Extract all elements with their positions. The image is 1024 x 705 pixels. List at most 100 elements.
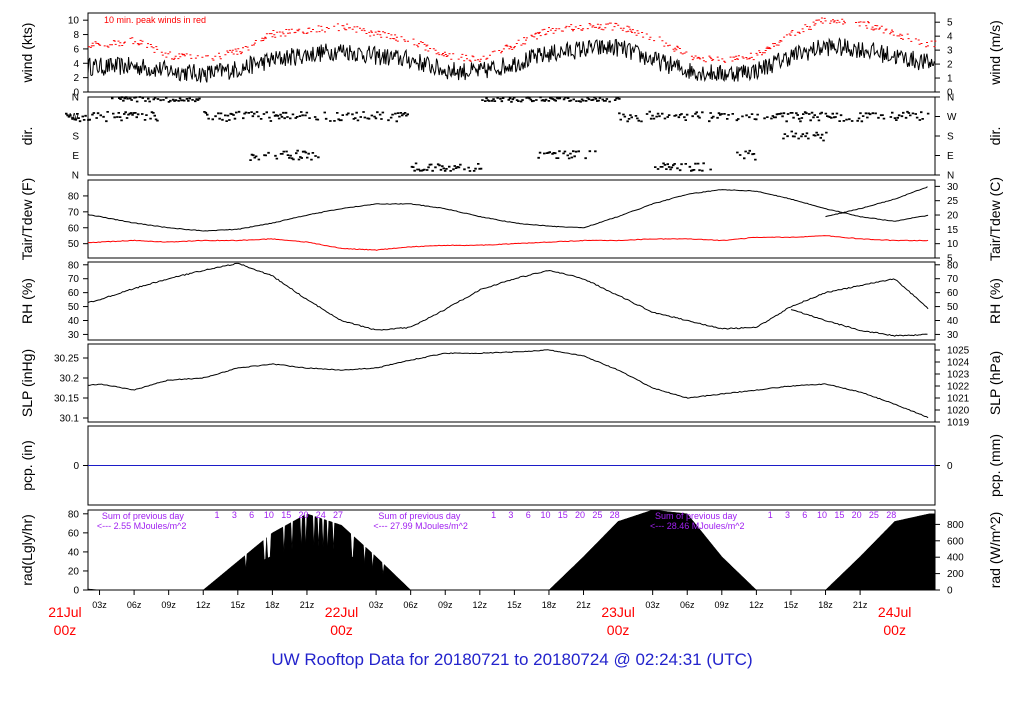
ytick-label-right: 30 <box>947 182 959 193</box>
series-line-4-0 <box>87 349 929 419</box>
dir-tick-left: E <box>72 151 79 162</box>
sun-angle-label: 1 <box>215 510 220 520</box>
sun-angle-label: 10 <box>540 510 550 520</box>
xtick-label: 21z <box>576 600 591 610</box>
sun-angle-label: 28 <box>886 510 896 520</box>
ytick-label-left: 40 <box>68 547 80 558</box>
sun-angle-label: 28 <box>610 510 620 520</box>
sun-angle-label: 1 <box>768 510 773 520</box>
ytick-label-left: 30.25 <box>54 354 79 365</box>
ytick-label-right: 80 <box>947 260 959 271</box>
ytick-label-right: 5 <box>947 254 953 265</box>
xtick-label: 12z <box>196 600 211 610</box>
xtick-label: 15z <box>784 600 799 610</box>
dir-tick-left: W <box>70 112 80 123</box>
ytick-label-left: 70 <box>68 207 80 218</box>
ylabel-left-2: Tair/Tdew (F) <box>19 178 35 260</box>
ytick-label-left: 30.1 <box>60 414 80 425</box>
ytick-label-left: 30.15 <box>54 394 79 405</box>
day-label-time: 00z <box>607 622 630 638</box>
sun-angle-label: 1 <box>491 510 496 520</box>
ylabel-left-4: SLP (inHg) <box>19 349 35 417</box>
sun-angle-label: 6 <box>249 510 254 520</box>
ytick-label-right: 10 <box>947 239 959 250</box>
daily-total-line2: <--- 28.46 MJoules/m^2 <box>650 521 745 531</box>
sun-angle-label: 24 <box>316 510 326 520</box>
xtick-label: 09z <box>715 600 730 610</box>
ytick-label-right: 1021 <box>947 394 970 405</box>
ytick-label-right: 1023 <box>947 370 970 381</box>
ytick-label-left: 4 <box>73 59 79 70</box>
ylabel-right-5: pcp. (mm) <box>987 434 1003 497</box>
dir-tick-right: N <box>947 93 954 104</box>
xtick-label: 18z <box>265 600 280 610</box>
daily-total-line1: Sum of previous day <box>378 511 461 521</box>
ytick-label-left: 60 <box>68 288 80 299</box>
sun-angle-label: 20 <box>852 510 862 520</box>
ytick-label-right: 50 <box>947 302 959 313</box>
ylabel-left-6: rad(Lgly/hr) <box>19 514 35 586</box>
dir-tick-left: N <box>72 171 79 182</box>
xtick-label: 06z <box>403 600 418 610</box>
xtick-label: 18z <box>542 600 557 610</box>
ytick-label-right: 800 <box>947 520 964 531</box>
series-line-2-1 <box>825 186 928 218</box>
ytick-label-right: 600 <box>947 536 964 547</box>
series-line-2-0 <box>87 189 929 232</box>
ytick-label-right: 20 <box>947 211 959 222</box>
xtick-label: 06z <box>127 600 142 610</box>
wind-annotation: 10 min. peak winds in red <box>104 15 206 25</box>
dir-tick-left: S <box>72 132 79 143</box>
ytick-label-right: 1 <box>947 74 953 85</box>
daily-total-line1: Sum of previous day <box>655 511 738 521</box>
ytick-label-left: 50 <box>68 239 80 250</box>
sun-angle-label: 10 <box>264 510 274 520</box>
xtick-label: 12z <box>473 600 488 610</box>
sun-angle-label: 3 <box>785 510 790 520</box>
xtick-label: 09z <box>438 600 453 610</box>
ytick-label-right: 5 <box>947 18 953 29</box>
ytick-label-left: 30.2 <box>60 374 80 385</box>
xtick-label: 15z <box>231 600 246 610</box>
xtick-label: 21z <box>300 600 315 610</box>
ytick-label-left: 30 <box>68 330 80 341</box>
wind-direction-points <box>65 96 930 172</box>
ylabel-left-0: wind (kts) <box>19 23 35 84</box>
xtick-label: 12z <box>749 600 764 610</box>
ytick-label-left: 20 <box>68 566 80 577</box>
ylabel-left-5: pcp. (in) <box>19 440 35 491</box>
ytick-label-left: 80 <box>68 260 80 271</box>
xtick-label: 03z <box>645 600 660 610</box>
panel-frame-3 <box>87 261 936 341</box>
ytick-label-left: 70 <box>68 274 80 285</box>
day-label-date: 21Jul <box>48 604 81 620</box>
ytick-label-right: 0 <box>947 461 953 472</box>
ytick-label-right: 2 <box>947 60 953 71</box>
xtick-label: 06z <box>680 600 695 610</box>
ytick-label-left: 60 <box>68 223 80 234</box>
day-label-time: 00z <box>330 622 353 638</box>
ylabel-right-6: rad (W/m^2) <box>987 512 1003 589</box>
ytick-label-right: 40 <box>947 316 959 327</box>
day-label-time: 00z <box>54 622 77 638</box>
sun-angle-label: 3 <box>508 510 513 520</box>
sun-angle-label: 3 <box>232 510 237 520</box>
ytick-label-left: 0 <box>73 88 79 99</box>
dir-tick-right: E <box>947 151 954 162</box>
panel-frame-6 <box>87 509 936 591</box>
wind-speed-series <box>87 37 935 83</box>
panel-frame-4 <box>87 343 936 423</box>
ytick-label-right: 70 <box>947 274 959 285</box>
ylabel-right-2: Tair/Tdew (C) <box>987 177 1003 261</box>
dir-tick-left: N <box>72 93 79 104</box>
panel-frame-2 <box>87 179 936 259</box>
sun-angle-label: 20 <box>298 510 308 520</box>
day-label-time: 00z <box>883 622 906 638</box>
ytick-label-right: 0 <box>947 88 953 99</box>
sun-angle-label: 20 <box>575 510 585 520</box>
day-label-date: 22Jul <box>325 604 358 620</box>
sun-angle-label: 6 <box>526 510 531 520</box>
ytick-label-left: 8 <box>73 30 79 41</box>
ytick-label-right: 30 <box>947 330 959 341</box>
ytick-label-right: 1022 <box>947 382 970 393</box>
